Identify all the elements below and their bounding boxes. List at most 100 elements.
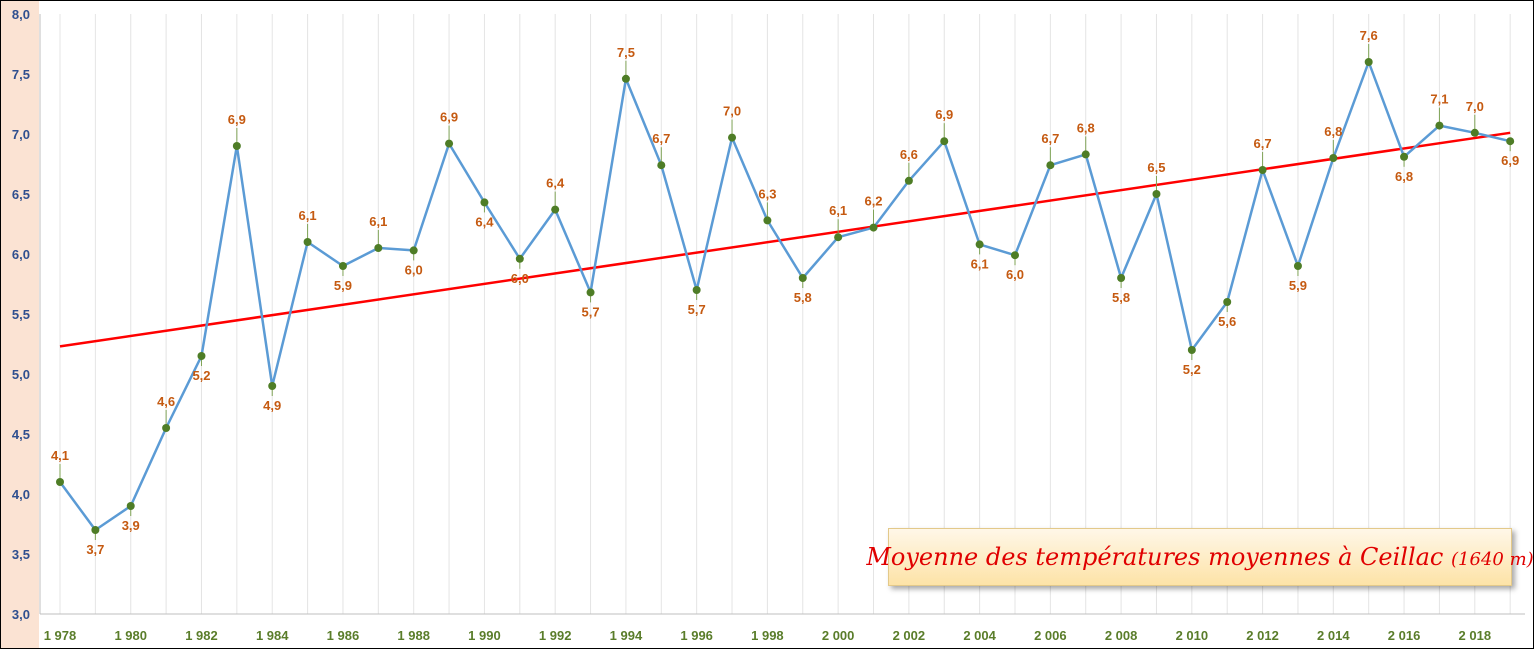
data-point [1435,121,1444,130]
y-tick-label: 3,5 [12,547,30,562]
data-label: 7,1 [1430,92,1448,107]
x-tick-label: 2 018 [1459,628,1492,643]
data-label: 4,9 [263,398,281,413]
data-label: 7,6 [1360,28,1378,43]
x-tick-label: 1 996 [680,628,713,643]
series-layer [58,60,1511,532]
data-label: 6,9 [1501,153,1519,168]
x-tick-label: 1 994 [610,628,643,643]
data-label: 6,1 [369,214,387,229]
data-point [91,526,100,534]
trendline [59,131,1511,348]
data-point [232,142,241,150]
data-point [869,223,878,232]
y-tick-label: 8,0 [12,7,30,22]
y-tick-label: 5,5 [12,307,30,322]
data-label: 7,0 [723,104,741,119]
y-tick-label: 7,5 [12,67,30,82]
data-label: 6,9 [935,107,953,122]
x-tick-label: 2 008 [1105,628,1138,643]
data-label: 5,8 [1112,290,1130,305]
x-tick-label: 2 000 [822,628,855,643]
y-tick-label: 4,0 [12,487,30,502]
data-label: 6,2 [864,194,882,209]
trendline-layer [59,131,1511,348]
data-label: 5,8 [794,290,812,305]
data-point [1258,166,1267,174]
x-tick-label: 2 010 [1176,628,1209,643]
x-tick-label: 1 988 [397,628,430,643]
data-label: 6,8 [1395,169,1413,184]
data-point [303,238,312,246]
data-point [1081,150,1090,159]
data-point [763,216,772,225]
x-tick-label: 2 004 [963,628,996,643]
y-tick-label: 4,5 [12,427,30,442]
data-point [586,288,595,297]
data-label: 6,8 [1077,120,1095,135]
data-point [975,240,984,249]
y-tick-label: 6,0 [12,247,30,262]
data-label: 6,1 [971,256,989,271]
data-label: 3,7 [86,542,104,557]
series-line [58,60,1511,532]
data-point [338,262,347,270]
data-point [1400,152,1409,161]
x-tick-label: 2 014 [1317,628,1350,643]
data-label: 7,0 [1466,99,1484,114]
data-label: 6,4 [546,176,565,191]
x-tick-label: 1 992 [539,628,572,643]
data-point [798,274,807,282]
data-label: 6,9 [228,112,246,127]
data-point [1010,251,1019,260]
data-label: 3,9 [122,518,140,533]
data-point [480,198,489,207]
data-point [56,478,64,486]
x-tick-label: 2 016 [1388,628,1421,643]
data-point [197,352,206,360]
data-points [56,58,1515,534]
data-point [692,286,701,294]
y-tick-label: 5,0 [12,367,30,382]
data-label: 5,2 [192,368,210,383]
data-label: 6,7 [652,131,670,146]
data-point [1223,298,1232,306]
data-label: 6,0 [511,271,529,286]
x-tick-label: 1 982 [185,628,218,643]
data-point [1152,190,1161,198]
data-label: 6,0 [1006,267,1024,282]
x-axis-ticks: 1 978 1 980 1 982 1 984 1 986 1 988 1 990 1 992… [44,628,1491,643]
x-tick-label: 1 998 [751,628,784,643]
x-tick-label: 1 980 [114,628,147,643]
data-label: 5,9 [1289,278,1307,293]
x-tick-label: 1 986 [327,628,360,643]
data-point [621,74,630,83]
data-label: 6,7 [1254,136,1272,151]
data-label: 6,1 [829,203,847,218]
data-point [1506,137,1515,146]
x-tick-label: 2 012 [1246,628,1279,643]
data-labels: 4,1 3,7 3,9 4,6 5,2 6,9 4,9 6,1 5,9 6,1 6,0 6,9 6,4 6… [51,28,1519,557]
data-label: 6,7 [1041,131,1059,146]
data-label: 6,5 [1147,160,1165,175]
data-point [904,176,913,185]
y-tick-label: 7,0 [12,127,30,142]
chart-title: Moyenne des températures moyennes à Ceil… [866,543,1533,571]
x-tick-label: 1 978 [44,628,77,643]
x-tick-label: 1 990 [468,628,501,643]
data-point [374,244,383,252]
grid-lines [39,14,1525,615]
data-label: 6,0 [405,262,423,277]
chart-subtitle: (1640 m) [1451,549,1534,570]
data-label: 5,7 [582,304,600,319]
data-point [940,137,949,146]
data-point [1046,161,1055,170]
x-tick-label: 1 984 [256,628,289,643]
data-label: 6,3 [758,186,776,201]
data-point [1470,128,1479,137]
data-label: 5,2 [1183,362,1201,377]
data-label: 4,1 [51,448,69,463]
data-label: 6,9 [440,110,458,125]
chart-title-box: Moyenne des températures moyennes à Ceil… [866,528,1534,586]
chart-title-text: Moyenne des températures moyennes à Ceil… [866,543,1444,571]
